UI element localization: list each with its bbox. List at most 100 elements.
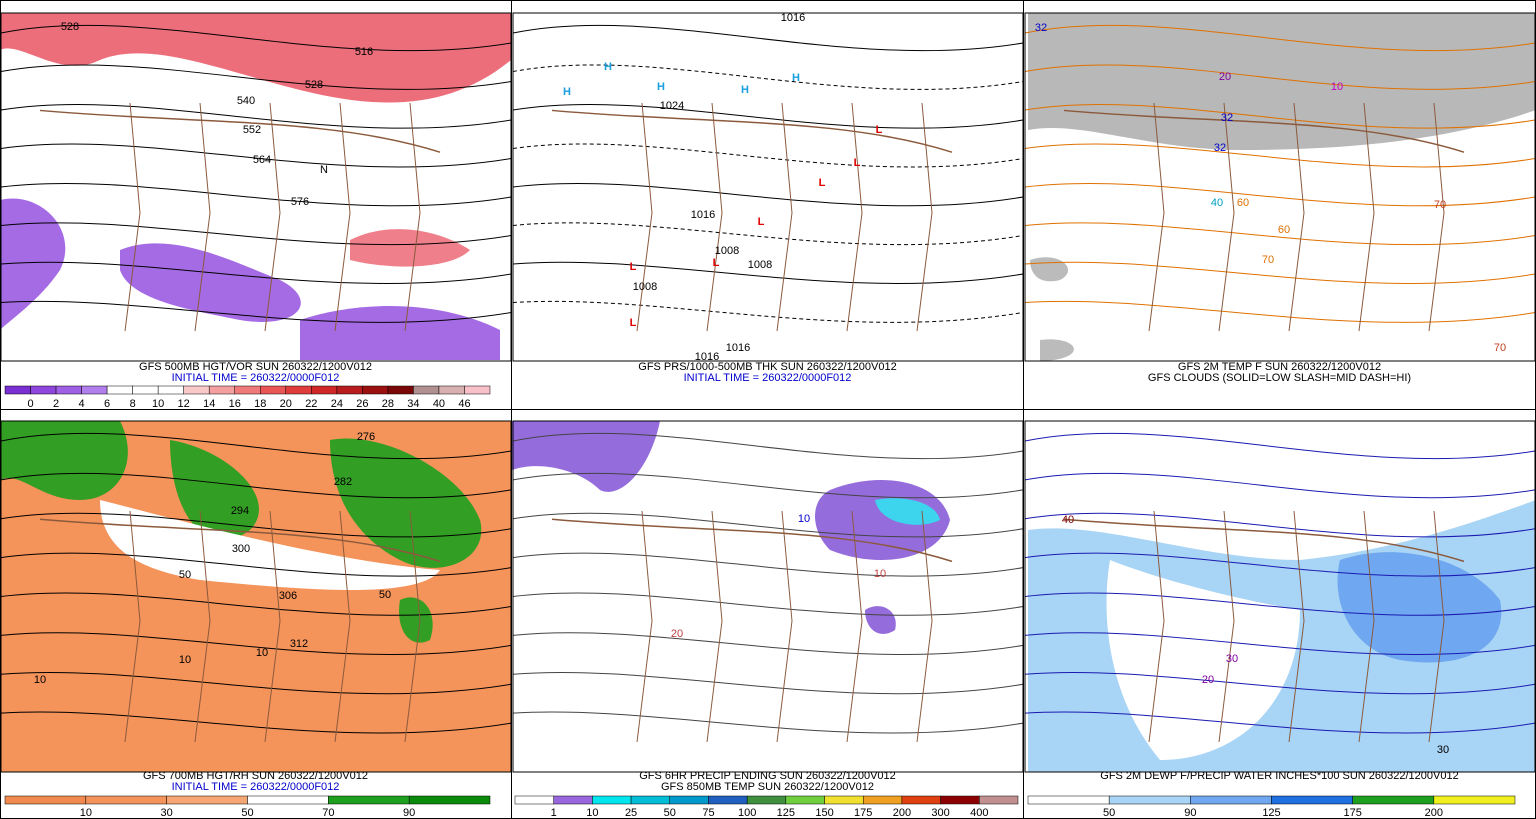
colorbar-swatch (208, 385, 235, 395)
colorbar-swatch (669, 795, 709, 805)
colorbar-label: 28 (382, 398, 394, 410)
contour-line (1024, 261, 1536, 284)
colorbar-label: 175 (1343, 807, 1361, 819)
contour-line (1024, 24, 1536, 52)
contour-line (512, 512, 1024, 538)
colorbar-swatch (234, 385, 261, 395)
map-label: 1016 (726, 342, 750, 354)
colorbar-label: 40 (433, 398, 445, 410)
colorbar-label: 8 (130, 398, 136, 410)
contour-line (0, 222, 512, 246)
map-label: 40 (1211, 197, 1223, 209)
colorbar-label: 300 (931, 807, 949, 819)
state-line (1428, 102, 1445, 332)
contour-line (512, 104, 1024, 129)
state-line (194, 102, 211, 332)
colorbar-swatch (311, 385, 338, 395)
state-line (1148, 510, 1165, 743)
colorbar-swatch (1433, 795, 1516, 805)
colorbar-label: 22 (305, 398, 317, 410)
colorbar-swatch (387, 385, 414, 395)
map-label: 20 (1202, 674, 1214, 686)
map-label: H (657, 81, 665, 93)
colorbar-swatch (1352, 795, 1435, 805)
panel: 1016 H H H H H L L L L L L L 1024 1016 1008 1008 1008 1016… (512, 12, 1024, 384)
caption: GFS 500MB HGT/VOR SUN 260322/1200V012 (139, 361, 372, 373)
colorbar-label: 18 (254, 398, 266, 410)
state-line (1218, 102, 1235, 332)
colorbar-swatch (362, 385, 389, 395)
caption: GFS PRS/1000-500MB THK SUN 260322/1200V0… (638, 361, 896, 373)
map-label: L (819, 177, 826, 189)
contour-line (0, 592, 512, 616)
map-shading (399, 597, 433, 643)
contour-line (0, 671, 512, 695)
caption: GFS 2M TEMP F SUN 260322/1200V012 (1178, 361, 1381, 373)
colorbar-swatch (553, 795, 593, 805)
map-label: 70 (1262, 254, 1274, 266)
contour-line (512, 64, 1024, 90)
map-label: 1008 (748, 259, 772, 271)
colorbar-label: 12 (178, 398, 190, 410)
contour-line (1024, 432, 1536, 460)
contour-line (512, 24, 1024, 52)
contour-line (0, 261, 512, 284)
colorbar-swatch (183, 385, 210, 395)
map-label: N (320, 164, 328, 176)
state-line (916, 510, 933, 743)
colorbar-swatch (166, 795, 248, 805)
map-label: 40 (1062, 514, 1074, 526)
map-label: H (741, 84, 749, 96)
map-label: 294 (231, 505, 249, 517)
colorbar-label: 34 (407, 398, 419, 410)
colorbar-label: 10 (586, 807, 598, 819)
caption: INITIAL TIME = 260322/0000F012 (684, 372, 852, 384)
caption: INITIAL TIME = 260322/0000F012 (172, 781, 340, 793)
state-line (706, 510, 723, 743)
contour-line (1024, 143, 1536, 168)
contour-line (512, 182, 1024, 207)
colorbar-swatch (260, 385, 287, 395)
map-shading (100, 500, 440, 590)
contour-line (1024, 222, 1536, 246)
colorbar-label: 20 (280, 398, 292, 410)
contour-line (0, 711, 512, 734)
colorbar-label: 75 (702, 807, 714, 819)
contour-line (0, 512, 512, 538)
state-line (846, 102, 863, 332)
map-label: 10 (798, 513, 810, 525)
contour-line (1024, 512, 1536, 538)
border-line (39, 518, 441, 563)
colorbar-swatch (785, 795, 825, 805)
state-line (334, 510, 351, 743)
contour-line (512, 261, 1024, 284)
border-line (1063, 518, 1465, 563)
colorbar-swatch (4, 795, 87, 805)
contour-line (512, 472, 1024, 499)
contour-line (512, 552, 1024, 577)
colorbar-label: 125 (777, 807, 795, 819)
panel: 32 32 32 40 60 70 60 70 70 20 10 GFS 2M TEMP F SUN … (1024, 12, 1536, 384)
caption: GFS CLOUDS (SOLID=LOW SLASH=MID DASH=HI) (1148, 372, 1411, 384)
map-area (513, 13, 1023, 361)
contour-line (512, 711, 1024, 734)
map-shading (0, 198, 66, 330)
colorbar-label: 10 (152, 398, 164, 410)
map-label: 564 (253, 154, 271, 166)
colorbar-label: 70 (322, 807, 334, 819)
colorbar-label: 46 (458, 398, 470, 410)
contour-line (0, 300, 512, 323)
map-label: 30 (1437, 744, 1449, 756)
map-label: L (758, 216, 765, 228)
map-shading (0, 421, 128, 500)
contour-line (512, 143, 1024, 168)
map-label: H (563, 86, 571, 98)
map-label: 50 (379, 589, 391, 601)
colorbar-label: 150 (815, 807, 833, 819)
state-line (636, 510, 653, 743)
state-line (334, 102, 351, 332)
map-label: 32 (1035, 22, 1047, 34)
caption: GFS 700MB HGT/RH SUN 260322/1200V012 (143, 770, 368, 782)
colorbar-label: 6 (104, 398, 110, 410)
